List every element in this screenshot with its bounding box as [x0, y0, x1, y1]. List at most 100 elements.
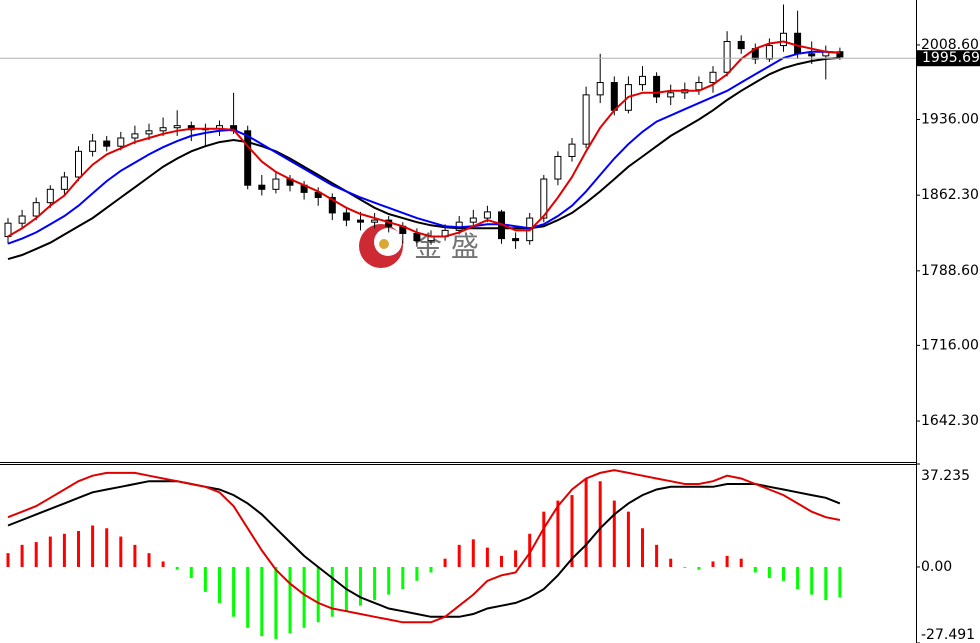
candle-body [46, 188, 54, 204]
candle-body [32, 202, 40, 217]
candle-body [244, 130, 252, 186]
histogram-bar [542, 511, 546, 567]
histogram-bar [359, 566, 362, 606]
histogram-bar [387, 566, 391, 595]
histogram-bar [655, 544, 659, 567]
histogram-bar [782, 566, 785, 581]
y-tick-label: 1716.00 [921, 337, 979, 353]
histogram-bar [288, 566, 292, 634]
candle-body [836, 51, 844, 58]
candle-body [131, 133, 139, 139]
histogram-bar [91, 525, 95, 567]
candle-body [512, 238, 520, 242]
histogram-bar [48, 536, 52, 567]
histogram-bar [316, 566, 320, 623]
histogram-bar [189, 566, 193, 579]
moving-average-line [7, 50, 840, 245]
histogram-bar [161, 561, 165, 567]
histogram-bar [133, 544, 137, 567]
macd-line [7, 480, 841, 618]
histogram-bar [514, 550, 518, 567]
candles [4, 4, 844, 249]
histogram-bar [556, 500, 560, 567]
histogram-bar [203, 566, 207, 592]
histogram-bar [274, 566, 278, 639]
y-tick-label: 1788.60 [921, 263, 979, 279]
histogram-bar [471, 539, 475, 567]
histogram-bar [175, 566, 179, 570]
histogram-bar [77, 531, 80, 567]
histogram-bar [330, 566, 334, 617]
candle-body [371, 219, 379, 223]
histogram-bar [373, 566, 377, 601]
histogram-bar [246, 566, 250, 628]
candle-body [117, 137, 125, 147]
candle-body [357, 219, 364, 223]
candle-body [75, 150, 82, 178]
histogram-bar [34, 542, 38, 567]
candle-body [765, 45, 773, 60]
histogram-bar [570, 495, 574, 567]
candle-body [610, 82, 618, 111]
histogram-bar [457, 544, 461, 567]
candle-body [4, 222, 12, 238]
candle-body [780, 32, 787, 47]
y-tick-label: 1936.00 [921, 112, 979, 128]
candle-body [695, 82, 703, 91]
candle-body [145, 130, 153, 135]
candle-body [469, 217, 477, 223]
watermark: 金 盛 [359, 224, 479, 268]
histogram-bar [767, 566, 771, 579]
candle-body [737, 40, 745, 50]
candle-body [89, 140, 97, 152]
last-price-label: 1995.69 [922, 50, 980, 66]
candle-body [808, 53, 816, 57]
y-tick-label: 2008.60 [921, 37, 979, 53]
histogram-bar [683, 566, 687, 568]
logo [379, 239, 389, 249]
macd-line [7, 469, 841, 624]
candle-body [667, 92, 675, 98]
candle-body [413, 232, 421, 242]
histogram-bar [824, 566, 828, 601]
candle-body [159, 127, 167, 132]
y-tick-label: 37.235 [921, 468, 970, 484]
histogram-bar [415, 566, 419, 581]
candle-body [258, 184, 266, 190]
candle-body [103, 140, 111, 147]
histogram-bar [485, 547, 489, 567]
moving-average-line [7, 56, 840, 261]
y-tick-label: 1862.30 [921, 187, 979, 203]
candle-body [328, 197, 336, 214]
histogram-bar [105, 528, 109, 567]
candle-body [653, 75, 661, 98]
histogram-bar [260, 566, 264, 637]
histogram-bar [429, 566, 433, 573]
histogram-bar [612, 500, 616, 567]
candle-body [173, 125, 181, 129]
moving-average-line [7, 40, 840, 238]
candle-body [794, 32, 802, 55]
candle-body [342, 212, 350, 221]
histogram-bar [697, 566, 701, 570]
candle-body [540, 178, 548, 219]
histogram-bar [20, 544, 24, 567]
histogram-bar [218, 566, 221, 603]
candle-body [723, 40, 731, 73]
candle-body [483, 211, 491, 219]
histogram-bar [725, 555, 729, 567]
histogram-bar [711, 561, 715, 567]
histogram-bar [739, 558, 743, 567]
histogram-bar [401, 566, 405, 590]
candle-body [60, 176, 68, 190]
y-tick-label: 0.00 [921, 559, 952, 575]
histogram-bar [838, 566, 842, 598]
histogram-bar [302, 566, 306, 628]
histogram-bar [443, 558, 447, 567]
histogram-bar [796, 566, 800, 590]
histogram-bar [119, 536, 123, 567]
histogram-bar [6, 553, 10, 567]
histogram-bar [753, 566, 757, 573]
